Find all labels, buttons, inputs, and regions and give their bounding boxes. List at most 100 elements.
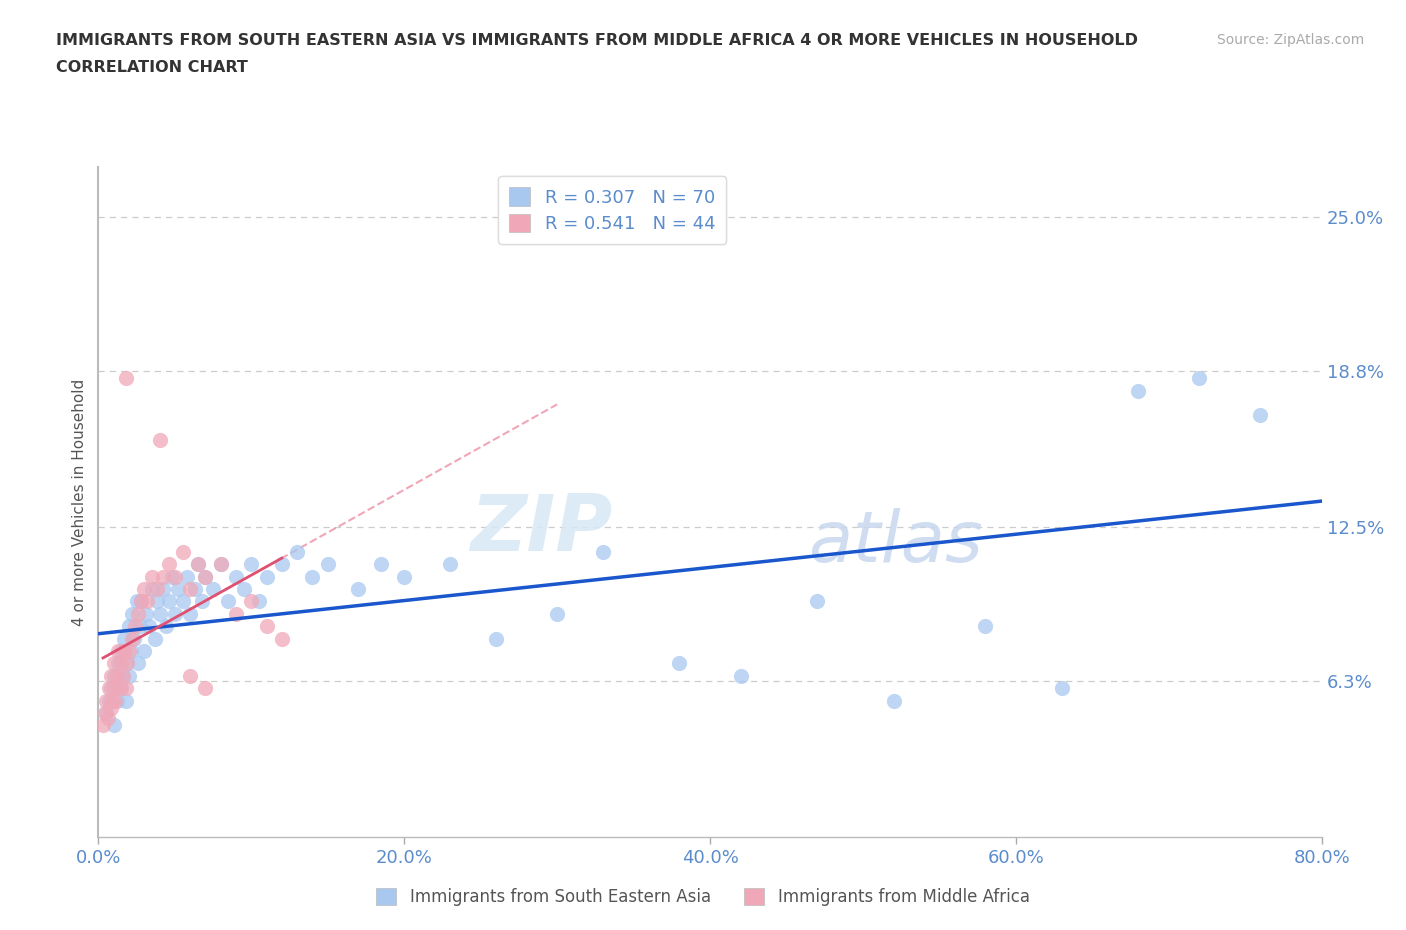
- Point: [1249, 408, 1271, 423]
- Point: [100, 681, 122, 696]
- Point: [1128, 383, 1150, 398]
- Point: [316, 557, 339, 572]
- Point: [191, 594, 214, 609]
- Point: [110, 681, 132, 696]
- Point: [225, 569, 247, 584]
- Point: [392, 569, 416, 584]
- Point: [152, 581, 174, 596]
- Point: [124, 618, 146, 633]
- Point: [194, 569, 217, 584]
- Point: [301, 569, 323, 584]
- Point: [160, 569, 183, 584]
- Point: [112, 631, 135, 646]
- Point: [439, 557, 461, 572]
- Point: [152, 569, 174, 584]
- Point: [107, 656, 129, 671]
- Point: [145, 581, 167, 596]
- Point: [134, 581, 156, 596]
- Point: [101, 693, 124, 708]
- Point: [115, 693, 138, 708]
- Point: [136, 594, 159, 609]
- Point: [232, 581, 254, 596]
- Point: [163, 606, 186, 621]
- Point: [110, 644, 132, 658]
- Point: [118, 644, 141, 658]
- Point: [118, 669, 141, 684]
- Point: [100, 700, 122, 715]
- Point: [143, 631, 166, 646]
- Point: [94, 693, 117, 708]
- Point: [217, 594, 239, 609]
- Y-axis label: 4 or more Vehicles in Household: 4 or more Vehicles in Household: [72, 379, 87, 626]
- Text: ZIP: ZIP: [470, 491, 612, 567]
- Point: [179, 581, 201, 596]
- Point: [145, 594, 167, 609]
- Point: [117, 656, 139, 671]
- Point: [103, 669, 125, 684]
- Point: [730, 669, 752, 684]
- Point: [135, 606, 157, 621]
- Point: [974, 618, 997, 633]
- Point: [184, 581, 207, 596]
- Point: [163, 569, 186, 584]
- Point: [98, 681, 121, 696]
- Point: [121, 631, 143, 646]
- Point: [209, 557, 232, 572]
- Point: [172, 544, 194, 559]
- Text: CORRELATION CHART: CORRELATION CHART: [56, 60, 247, 75]
- Point: [194, 569, 217, 584]
- Legend: R = 0.307   N = 70, R = 0.541   N = 44: R = 0.307 N = 70, R = 0.541 N = 44: [498, 177, 727, 244]
- Point: [117, 656, 139, 671]
- Point: [157, 594, 180, 609]
- Point: [256, 618, 278, 633]
- Point: [179, 669, 201, 684]
- Point: [179, 606, 201, 621]
- Point: [187, 557, 209, 572]
- Text: Source: ZipAtlas.com: Source: ZipAtlas.com: [1216, 33, 1364, 46]
- Point: [128, 618, 150, 633]
- Point: [108, 681, 131, 696]
- Point: [103, 681, 125, 696]
- Point: [256, 569, 278, 584]
- Point: [209, 557, 232, 572]
- Point: [111, 669, 134, 684]
- Point: [155, 618, 177, 633]
- Point: [103, 656, 125, 671]
- Point: [107, 644, 129, 658]
- Point: [187, 557, 209, 572]
- Point: [100, 669, 122, 684]
- Point: [115, 371, 138, 386]
- Point: [270, 631, 292, 646]
- Point: [115, 681, 138, 696]
- Point: [138, 618, 160, 633]
- Point: [129, 594, 152, 609]
- Point: [883, 693, 905, 708]
- Point: [247, 594, 270, 609]
- Point: [97, 711, 120, 725]
- Point: [103, 718, 125, 733]
- Point: [127, 656, 149, 671]
- Point: [240, 594, 263, 609]
- Point: [111, 669, 134, 684]
- Point: [157, 557, 180, 572]
- Text: atlas: atlas: [808, 508, 983, 577]
- Point: [240, 557, 263, 572]
- Point: [122, 631, 145, 646]
- Point: [1050, 681, 1073, 696]
- Point: [91, 718, 114, 733]
- Point: [125, 594, 148, 609]
- Point: [270, 557, 292, 572]
- Legend: Immigrants from South Eastern Asia, Immigrants from Middle Africa: Immigrants from South Eastern Asia, Immi…: [370, 881, 1036, 912]
- Point: [225, 606, 247, 621]
- Point: [141, 581, 163, 596]
- Point: [93, 706, 115, 721]
- Point: [172, 594, 194, 609]
- Point: [347, 581, 370, 596]
- Point: [94, 706, 117, 721]
- Point: [110, 656, 132, 671]
- Point: [105, 669, 128, 684]
- Point: [118, 618, 141, 633]
- Point: [194, 681, 217, 696]
- Text: IMMIGRANTS FROM SOUTH EASTERN ASIA VS IMMIGRANTS FROM MIDDLE AFRICA 4 OR MORE VE: IMMIGRANTS FROM SOUTH EASTERN ASIA VS IM…: [56, 33, 1139, 47]
- Point: [141, 569, 163, 584]
